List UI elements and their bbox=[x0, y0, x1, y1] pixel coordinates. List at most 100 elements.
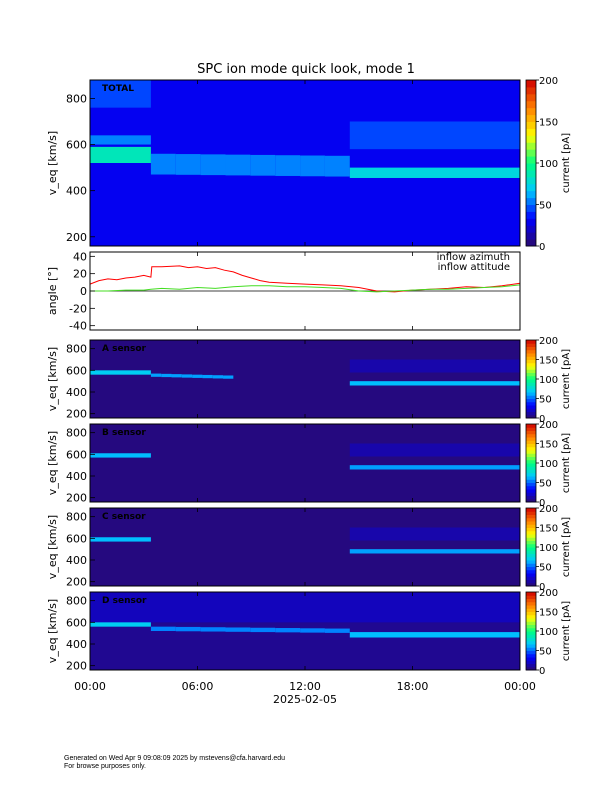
colorbar-segment bbox=[526, 521, 536, 525]
colorbar-segment bbox=[526, 640, 536, 645]
colorbar-segment bbox=[526, 385, 536, 390]
heatmap-feature-3 bbox=[324, 155, 350, 177]
y-tick-label: 400 bbox=[66, 470, 87, 483]
colorbar-tick-label: 150 bbox=[539, 524, 558, 535]
colorbar-segment bbox=[526, 514, 536, 519]
heatmap-feature-2 bbox=[90, 135, 151, 145]
colorbar-title: current [pA] bbox=[561, 517, 572, 577]
colorbar-segment bbox=[526, 183, 536, 192]
colorbar-segment bbox=[526, 469, 536, 474]
panel-label: C sensor bbox=[102, 512, 146, 522]
heatmap-feature-1 bbox=[90, 453, 151, 458]
heatmap-feature-6 bbox=[90, 80, 151, 108]
colorbar-segment bbox=[526, 427, 536, 431]
colorbar-tick-label: 50 bbox=[539, 395, 552, 406]
heatmap-background bbox=[90, 424, 520, 502]
colorbar-segment bbox=[526, 362, 536, 367]
heatmap-feature-3 bbox=[300, 155, 325, 177]
heatmap-feature-2 bbox=[324, 628, 350, 633]
y-tick-label: 400 bbox=[66, 386, 87, 399]
colorbar-segment bbox=[526, 401, 536, 406]
colorbar-tick-label: 0 bbox=[539, 666, 545, 677]
colorbar-segment bbox=[526, 534, 536, 538]
y-axis-title: angle [°] bbox=[46, 267, 59, 315]
colorbar-segment bbox=[526, 547, 536, 551]
colorbar-segment bbox=[526, 598, 536, 603]
colorbar-segment bbox=[526, 608, 536, 612]
colorbar-segment bbox=[526, 592, 536, 596]
colorbar-segment bbox=[526, 605, 536, 609]
colorbar-segment bbox=[526, 453, 536, 457]
colorbar-segment bbox=[526, 456, 536, 461]
colorbar-segment bbox=[526, 601, 536, 606]
heatmap-feature-1 bbox=[90, 537, 151, 542]
colorbar-segment bbox=[526, 424, 536, 428]
heatmap-feature-2 bbox=[150, 626, 176, 631]
colorbar-tick-label: 200 bbox=[539, 420, 558, 431]
colorbar-segment bbox=[526, 644, 536, 648]
x-tick-label: 00:00 bbox=[74, 680, 106, 693]
heatmap-feature-3 bbox=[250, 154, 276, 176]
y-tick-label: 600 bbox=[66, 532, 87, 545]
colorbar-segment bbox=[526, 660, 536, 664]
series-line-inflow-attitude bbox=[90, 284, 521, 293]
colorbar-tick-label: 0 bbox=[539, 498, 545, 509]
colorbar-segment bbox=[526, 479, 536, 483]
colorbar-segment bbox=[526, 618, 536, 622]
colorbar-segment bbox=[526, 569, 536, 574]
colorbar-segment bbox=[526, 624, 536, 629]
y-tick-label: 200 bbox=[66, 660, 87, 673]
colorbar-tick-label: 100 bbox=[539, 543, 558, 554]
colorbar-segment bbox=[526, 463, 536, 467]
colorbar-segment bbox=[526, 492, 536, 496]
y-tick-label: 600 bbox=[66, 364, 87, 377]
y-tick-label: 800 bbox=[66, 343, 87, 356]
colorbar-segment bbox=[526, 566, 536, 571]
colorbar-segment bbox=[526, 395, 536, 399]
heatmap-feature-3 bbox=[150, 153, 176, 175]
heatmap-feature-3 bbox=[349, 632, 520, 638]
colorbar-title: current [pA] bbox=[561, 349, 572, 409]
colorbar-segment bbox=[526, 550, 536, 554]
colorbar-segment bbox=[526, 524, 536, 528]
colorbar-segment bbox=[526, 485, 536, 490]
y-tick-label: 200 bbox=[66, 408, 87, 421]
colorbar-segment bbox=[526, 379, 536, 383]
heatmap-feature-1 bbox=[90, 621, 151, 627]
colorbar-tick-label: 200 bbox=[539, 336, 558, 347]
colorbar-segment bbox=[526, 176, 536, 185]
colorbar-segment bbox=[526, 582, 536, 587]
colorbar-segment bbox=[526, 392, 536, 396]
colorbar-segment bbox=[526, 650, 536, 655]
colorbar-segment bbox=[526, 498, 536, 503]
heatmap-feature-3 bbox=[349, 381, 520, 386]
colorbar-tick-label: 200 bbox=[539, 76, 558, 87]
x-axis-date-label: 2025-02-05 bbox=[273, 693, 337, 706]
panel-label: D sensor bbox=[102, 596, 147, 606]
colorbar-tick-label: 50 bbox=[539, 201, 552, 212]
colorbar-segment bbox=[526, 372, 536, 377]
colorbar-segment bbox=[526, 489, 536, 493]
y-tick-label: 0 bbox=[80, 285, 87, 298]
colorbar-segment bbox=[526, 239, 536, 247]
y-tick-label: 800 bbox=[66, 511, 87, 524]
colorbar-tick-label: 0 bbox=[539, 582, 545, 593]
x-tick-label: 18:00 bbox=[397, 680, 429, 693]
y-axis-title: v_eq [km/s] bbox=[46, 515, 59, 579]
panel-label: A sensor bbox=[102, 344, 147, 354]
colorbar-segment bbox=[526, 511, 536, 515]
y-tick-label: 800 bbox=[66, 92, 87, 105]
heatmap-feature-2 bbox=[223, 375, 234, 379]
colorbar-segment bbox=[526, 540, 536, 545]
heatmap-feature-4 bbox=[349, 359, 520, 373]
colorbar-segment bbox=[526, 556, 536, 561]
colorbar-segment bbox=[526, 614, 536, 619]
colorbar-segment bbox=[526, 653, 536, 658]
colorbar-segment bbox=[526, 121, 536, 129]
x-tick-label: 12:00 bbox=[289, 680, 321, 693]
colorbar-segment bbox=[526, 634, 536, 638]
footer-browse: For browse purposes only. bbox=[64, 763, 146, 770]
